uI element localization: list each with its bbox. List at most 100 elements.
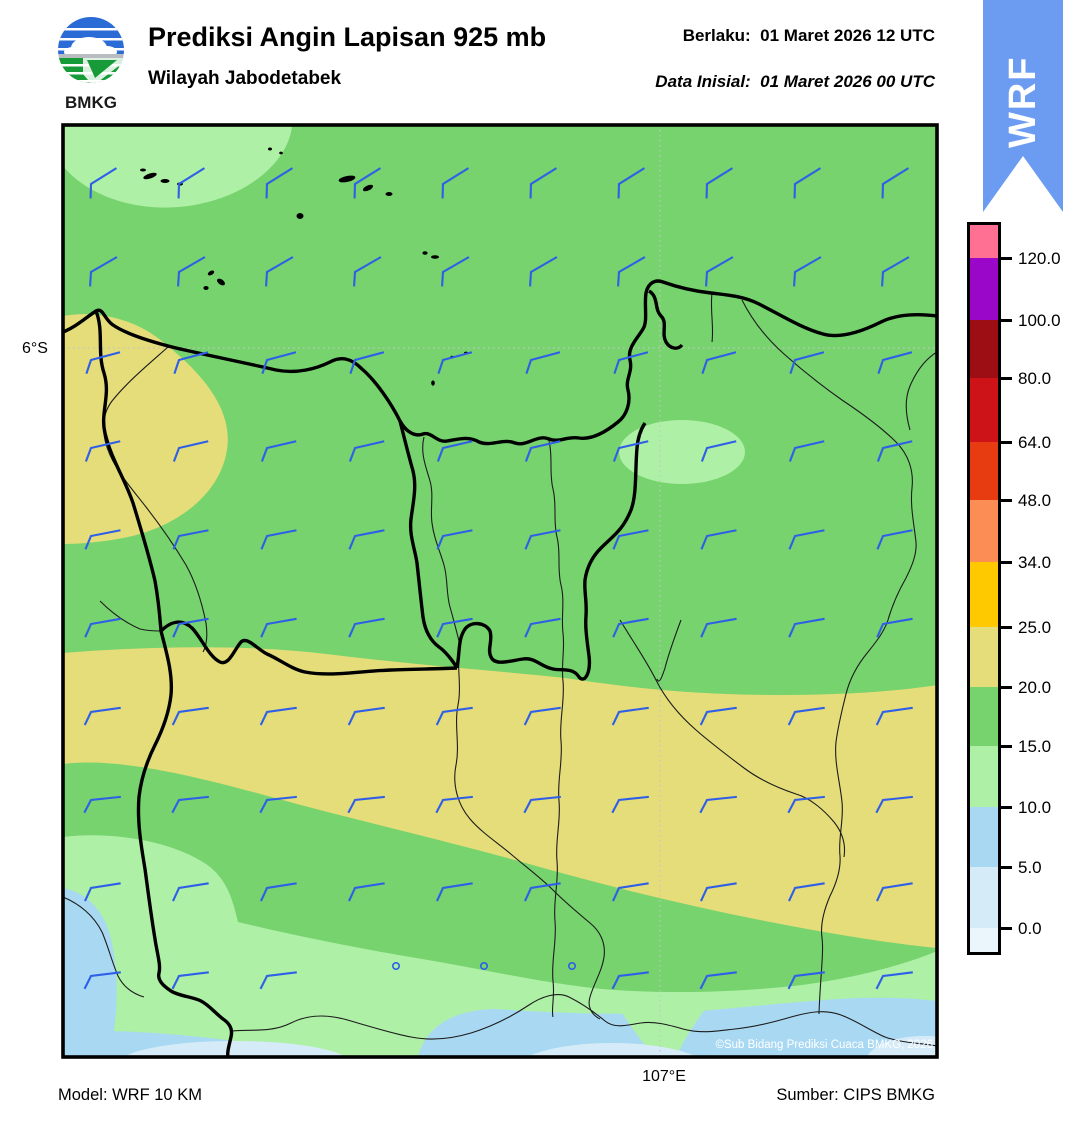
wind-barb-icon: [788, 617, 825, 638]
wind-barb-icon: [529, 167, 557, 199]
shade-10-15-north-patch: [63, 125, 292, 208]
wind-barb-icon: [875, 706, 913, 726]
colorbar-segment: [970, 258, 998, 320]
wind-barb-icon: [171, 971, 209, 990]
wind-barb-icon: [437, 351, 473, 374]
latitude-label: 6°S: [22, 340, 48, 357]
colorbar-tick-mark: [1001, 498, 1012, 502]
page-title: Prediksi Angin Lapisan 925 mb: [148, 22, 547, 52]
wind-barb-icon: [705, 167, 733, 199]
wind-barb-icon: [611, 971, 649, 990]
wind-barb-icon: [348, 529, 385, 550]
colorbar-tick-mark: [1001, 560, 1012, 564]
colorbar-tick-label: 5.0: [1018, 858, 1042, 877]
wind-barb-icon: [172, 617, 209, 638]
wind-barb-icon: [701, 351, 737, 374]
wind-barb-icon: [524, 617, 561, 638]
wind-barb-icon: [177, 256, 206, 287]
wind-barb-icon: [436, 882, 473, 902]
wind-barb-icon: [788, 440, 825, 462]
colorbar-tick-mark: [1001, 256, 1012, 260]
wind-barb-icon: [83, 795, 121, 814]
colorbar: [967, 222, 1001, 955]
shade-0-5-patch-c: [867, 1036, 937, 1057]
colorbar-segment: [970, 746, 998, 807]
wind-barb-icon: [260, 617, 297, 638]
colorbar-segment: [970, 807, 998, 867]
wind-barb-icon: [700, 440, 737, 462]
colorbar-segment: [970, 687, 998, 746]
wind-barb-icon: [613, 351, 649, 374]
wind-barb-icon: [441, 167, 469, 199]
wind-barb-icon: [876, 440, 913, 462]
colorbar-tick-mark: [1001, 625, 1012, 629]
wind-barb-icon: [348, 617, 385, 638]
region-boundary-thick: [63, 279, 937, 1057]
wind-barb-icon: [793, 167, 821, 199]
wind-barb-icon: [347, 795, 385, 814]
colorbar-tick-label: 120.0: [1018, 249, 1061, 268]
south-coastline: [230, 994, 937, 1047]
wind-barb-icon: [700, 882, 737, 902]
valid-time-label: Berlaku:: [682, 26, 751, 45]
wrf-ribbon: WRF: [983, 0, 1063, 212]
wind-barb-icon: [436, 440, 473, 462]
wind-barb-icon: [787, 706, 825, 726]
wind-barb-icon: [788, 529, 825, 550]
wind-barb-icon: [171, 706, 209, 726]
wind-barb-icon: [435, 795, 473, 814]
wind-barb-icon: [259, 971, 297, 990]
shade-0-5-patch-a: [124, 1041, 346, 1057]
wind-barb-icon: [700, 529, 737, 550]
wind-barb-icon: [173, 351, 209, 374]
colorbar-tick-mark: [1001, 440, 1012, 444]
colorbar-segment: [970, 928, 998, 952]
page-subtitle: Wilayah Jabodetabek: [148, 68, 342, 89]
wind-barb-icon: [881, 167, 909, 199]
colorbar-tick-mark: [1001, 685, 1012, 689]
colorbar-tick-mark: [1001, 805, 1012, 809]
wind-barb-icon: [348, 882, 385, 902]
wrf-ribbon-label: WRF: [1002, 55, 1044, 148]
model-label: Model: WRF 10 KM: [58, 1086, 202, 1104]
colorbar-tick-label: 15.0: [1018, 737, 1052, 756]
shade-10-15-south-band: [63, 835, 937, 1057]
colorbar-tick-label: 20.0: [1018, 678, 1052, 697]
wind-barb-icon: [260, 440, 297, 462]
forecast-times: Berlaku: 01 Maret 2026 12 UTC Data Inisi…: [655, 26, 935, 92]
wind-barb-icon: [353, 167, 381, 199]
wrf-ribbon-banner-icon: [983, 0, 1063, 212]
wind-barb-icon: [875, 971, 913, 990]
calm-wind-icon: [479, 961, 488, 970]
colorbar-tick-label: 48.0: [1018, 491, 1052, 510]
wind-barb-icon: [612, 617, 649, 638]
wind-barb-icon: [523, 706, 561, 726]
wind-barb-icon: [524, 529, 561, 550]
colorbar-segment: [970, 500, 998, 562]
valid-time-value: 01 Maret 2026 12 UTC: [760, 26, 935, 45]
wind-barb-icon: [877, 351, 913, 374]
shade-10-15-notch: [616, 1004, 708, 1057]
valid-time-row: Berlaku: 01 Maret 2026 12 UTC: [655, 26, 935, 46]
wind-barb-icon: [699, 795, 737, 814]
wind-barb-icon: [876, 529, 913, 550]
wind-barb-icon: [84, 529, 121, 550]
wind-barb-icon: [260, 529, 297, 550]
wind-barb-icon: [83, 971, 121, 990]
colorbar-tick-mark: [1001, 376, 1012, 380]
wind-barb-icon: [611, 706, 649, 726]
calm-wind-icon: [391, 961, 400, 970]
wind-barb-icon: [172, 882, 209, 902]
islands: [140, 147, 468, 386]
wind-barb-icon: [612, 882, 649, 902]
colorbar-tick-label: 100.0: [1018, 311, 1061, 330]
wind-barb-icon: [436, 617, 473, 638]
wind-barb-icon: [172, 440, 209, 462]
wind-barb-icon: [700, 617, 737, 638]
wind-barb-icon: [84, 882, 121, 902]
colorbar-tick-mark: [1001, 318, 1012, 322]
wind-barb-icon: [347, 706, 385, 726]
wind-barb-icon: [705, 256, 734, 287]
